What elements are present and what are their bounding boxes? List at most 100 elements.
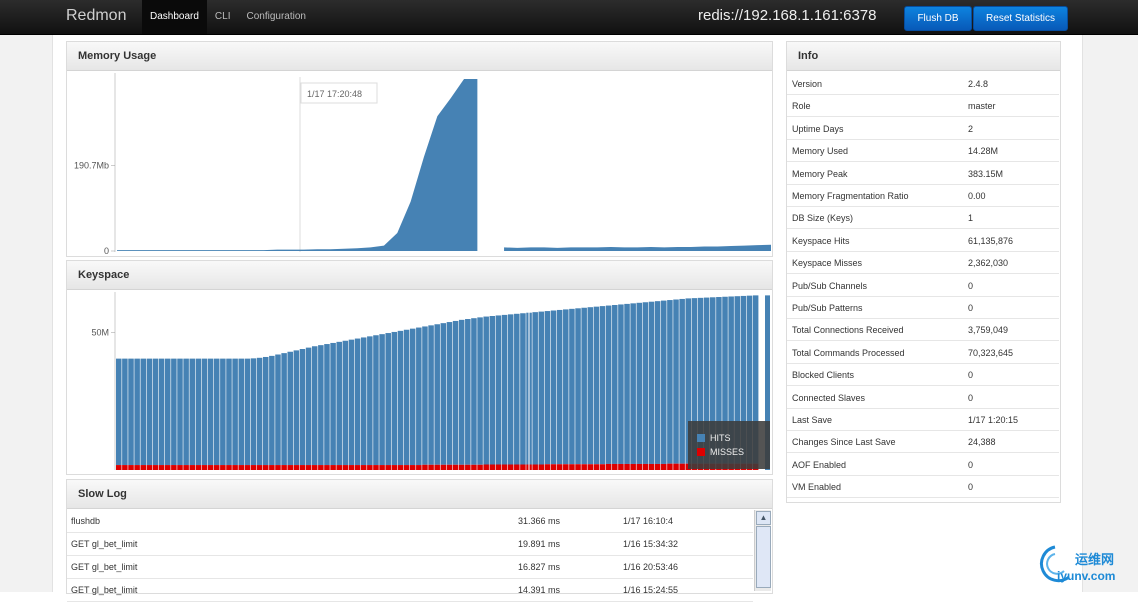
keyspace-misses-bar[interactable] <box>367 465 373 470</box>
keyspace-hits-bar[interactable] <box>587 307 594 465</box>
keyspace-hits-bar[interactable] <box>220 358 226 466</box>
keyspace-misses-bar[interactable] <box>397 465 404 470</box>
keyspace-misses-bar[interactable] <box>416 465 422 470</box>
keyspace-hits-bar[interactable] <box>269 355 275 466</box>
keyspace-hits-bar[interactable] <box>722 296 728 464</box>
keyspace-misses-bar[interactable] <box>434 464 440 470</box>
keyspace-hits-bar[interactable] <box>563 309 569 465</box>
keyspace-hits-bar[interactable] <box>164 358 171 466</box>
keyspace-hits-bar[interactable] <box>538 311 545 465</box>
keyspace-hits-bar[interactable] <box>673 299 679 464</box>
keyspace-hits-bar[interactable] <box>697 297 704 464</box>
keyspace-hits-bar[interactable] <box>483 316 489 465</box>
keyspace-hits-bar[interactable] <box>195 358 202 466</box>
keyspace-misses-bar[interactable] <box>624 463 630 470</box>
keyspace-hits-bar[interactable] <box>391 331 398 466</box>
keyspace-hits-bar[interactable] <box>550 310 557 465</box>
keyspace-hits-bar[interactable] <box>146 358 153 466</box>
keyspace-hits-bar[interactable] <box>305 347 312 466</box>
keyspace-hits-bar[interactable] <box>624 303 630 464</box>
keyspace-hits-bar[interactable] <box>746 295 753 464</box>
keyspace-misses-bar[interactable] <box>287 465 293 470</box>
keyspace-hits-bar[interactable] <box>489 316 496 465</box>
keyspace-misses-bar[interactable] <box>507 464 514 471</box>
keyspace-hits-bar[interactable] <box>618 304 624 464</box>
keyspace-misses-bar[interactable] <box>360 465 367 470</box>
keyspace-misses-bar[interactable] <box>563 464 569 470</box>
keyspace-misses-bar[interactable] <box>177 465 183 470</box>
keyspace-misses-bar[interactable] <box>189 465 196 470</box>
keyspace-hits-bar[interactable] <box>116 358 122 466</box>
slow-log-row[interactable]: GET gl_bet_limit 14.391 ms 1/16 15:24:55 <box>67 579 753 602</box>
keyspace-hits-bar[interactable] <box>458 319 465 465</box>
scroll-thumb[interactable] <box>756 526 771 588</box>
keyspace-misses-bar[interactable] <box>636 463 643 470</box>
keyspace-misses-bar[interactable] <box>305 465 312 470</box>
keyspace-misses-bar[interactable] <box>428 464 434 470</box>
keyspace-hits-bar[interactable] <box>452 320 459 465</box>
slow-log-row[interactable]: flushdb 31.366 ms 1/17 16:10:4 <box>67 510 753 533</box>
keyspace-misses-bar[interactable] <box>213 465 220 470</box>
keyspace-hits-bar[interactable] <box>630 303 636 464</box>
slow-log-scrollbar[interactable]: ▲ <box>754 510 771 591</box>
keyspace-misses-bar[interactable] <box>465 464 471 470</box>
keyspace-hits-bar[interactable] <box>556 309 563 465</box>
keyspace-hits-bar[interactable] <box>213 358 220 466</box>
keyspace-misses-bar[interactable] <box>293 465 300 470</box>
keyspace-misses-bar[interactable] <box>207 465 214 470</box>
keyspace-misses-bar[interactable] <box>495 464 502 471</box>
keyspace-misses-bar[interactable] <box>458 464 465 470</box>
keyspace-hits-bar[interactable] <box>293 350 300 466</box>
keyspace-hits-bar[interactable] <box>330 342 336 466</box>
keyspace-misses-bar[interactable] <box>140 465 147 470</box>
keyspace-misses-bar[interactable] <box>538 464 545 471</box>
keyspace-misses-bar[interactable] <box>336 465 342 470</box>
keyspace-hits-bar[interactable] <box>324 344 330 466</box>
keyspace-misses-bar[interactable] <box>489 464 496 471</box>
keyspace-hits-bar[interactable] <box>189 358 196 466</box>
keyspace-hits-bar[interactable] <box>134 358 140 466</box>
keyspace-hits-bar[interactable] <box>140 358 147 466</box>
flush-db-button[interactable]: Flush DB <box>904 6 972 31</box>
slow-log-row[interactable]: GET gl_bet_limit 19.891 ms 1/16 15:34:32 <box>67 533 753 556</box>
keyspace-misses-bar[interactable] <box>201 465 208 470</box>
keyspace-hits-bar[interactable] <box>318 345 324 466</box>
keyspace-hits-bar[interactable] <box>397 330 404 466</box>
keyspace-misses-bar[interactable] <box>409 465 416 470</box>
keyspace-misses-bar[interactable] <box>581 464 587 470</box>
keyspace-misses-bar[interactable] <box>661 463 667 470</box>
keyspace-misses-bar[interactable] <box>299 465 306 470</box>
keyspace-hits-bar[interactable] <box>422 326 428 465</box>
keyspace-misses-bar[interactable] <box>599 464 606 470</box>
keyspace-misses-bar[interactable] <box>134 465 140 470</box>
keyspace-hits-bar[interactable] <box>348 339 355 466</box>
keyspace-hits-bar[interactable] <box>740 295 747 464</box>
keyspace-hits-bar[interactable] <box>403 329 410 466</box>
keyspace-hits-bar[interactable] <box>569 308 575 465</box>
keyspace-misses-bar[interactable] <box>164 465 171 470</box>
keyspace-hits-bar[interactable] <box>226 358 232 466</box>
keyspace-misses-bar[interactable] <box>593 464 600 470</box>
keyspace-misses-bar[interactable] <box>673 463 679 470</box>
keyspace-misses-bar[interactable] <box>152 465 159 470</box>
keyspace-misses-bar[interactable] <box>605 463 612 470</box>
keyspace-misses-bar[interactable] <box>324 465 330 470</box>
keyspace-hits-bar[interactable] <box>238 358 244 466</box>
keyspace-hits-bar[interactable] <box>661 300 667 464</box>
keyspace-hits-bar[interactable] <box>416 327 422 466</box>
keyspace-misses-bar[interactable] <box>281 465 287 470</box>
keyspace-hits-bar[interactable] <box>679 298 685 464</box>
keyspace-hits-bar[interactable] <box>385 333 391 466</box>
keyspace-hits-bar[interactable] <box>440 323 447 465</box>
keyspace-hits-bar[interactable] <box>703 297 710 464</box>
keyspace-misses-bar[interactable] <box>342 465 349 470</box>
scroll-up-arrow-icon[interactable]: ▲ <box>756 511 771 525</box>
keyspace-misses-bar[interactable] <box>654 463 661 470</box>
keyspace-hits-bar[interactable] <box>465 319 471 465</box>
keyspace-hits-bar[interactable] <box>354 338 361 466</box>
slow-log-row[interactable]: GET gl_bet_limit 16.827 ms 1/16 20:53:46 <box>67 556 753 579</box>
keyspace-hits-bar[interactable] <box>128 358 134 466</box>
keyspace-hits-bar[interactable] <box>299 349 306 466</box>
keyspace-misses-bar[interactable] <box>354 465 361 470</box>
keyspace-misses-bar[interactable] <box>226 465 232 470</box>
